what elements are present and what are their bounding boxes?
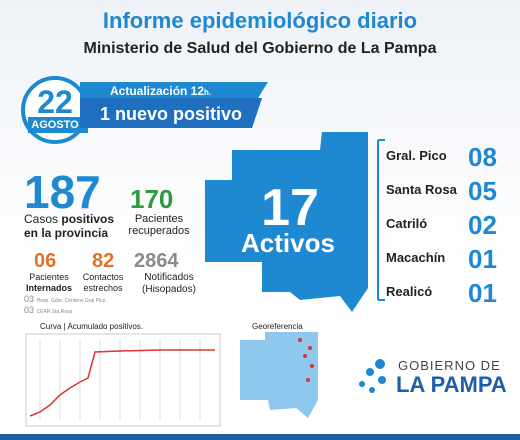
recovered-value: 170 <box>130 184 174 214</box>
mini-map <box>240 332 318 418</box>
headline: 1 nuevo positivo <box>100 104 243 124</box>
locality-count: 02 <box>468 210 497 240</box>
notified-value: 2864 <box>134 250 179 272</box>
month: AGOSTO <box>31 119 79 131</box>
logo-line2: LA PAMPA <box>396 372 507 397</box>
locality-count: 01 <box>468 244 497 274</box>
update: Actualización 12h. <box>110 84 212 98</box>
bracket <box>377 139 385 301</box>
case-dots <box>298 338 314 382</box>
month-band <box>28 117 88 133</box>
recovered-label: Pacientes recuperados <box>128 213 190 237</box>
logo-dots <box>359 359 386 393</box>
curve-panel <box>25 333 221 427</box>
hospitalized-label: Pacientes Internados <box>26 272 73 293</box>
title: Informe epidemiológico diario <box>102 8 418 33</box>
contacts-label: Contactos estrechos <box>82 272 124 293</box>
locality-count: 05 <box>468 176 497 206</box>
hospital-row: 03 CEAR Sta.Rosa <box>24 305 73 315</box>
locality-count: 08 <box>468 142 497 172</box>
locality-count: 01 <box>468 278 497 308</box>
curve-title: Curva | Acumulado positivos. <box>40 322 144 331</box>
locality-name: Gral. Pico <box>386 148 447 163</box>
hospital-row: 03 Hosp. Gdor. Centeno Gral Pico <box>24 294 106 304</box>
curve-line <box>29 349 215 417</box>
headline-band <box>80 98 262 128</box>
logo-line1: GOBIERNO DE <box>398 358 501 373</box>
active-label: Activos <box>241 228 335 258</box>
hospitalized-value: 06 <box>34 250 57 272</box>
day: 22 <box>37 84 73 120</box>
georef-title: Georeferencia <box>252 322 303 331</box>
cases-value: 187 <box>24 166 101 218</box>
locality-name: Catriló <box>386 216 428 231</box>
active-value: 17 <box>261 179 319 237</box>
locality-name: Macachín <box>386 250 446 265</box>
bottom-strip <box>0 434 520 440</box>
contacts-value: 82 <box>92 250 115 272</box>
curve-grid <box>39 340 201 420</box>
notified-label: Notificados (Hisopados) <box>142 272 196 295</box>
locality-name: Santa Rosa <box>386 182 457 197</box>
locality-name: Realicó <box>386 284 433 299</box>
update-band <box>80 82 268 98</box>
province-map <box>205 132 368 312</box>
cases-label: Casos positivos en la provincia <box>24 212 115 240</box>
subtitle: Ministerio de Salud del Gobierno de La P… <box>83 40 437 57</box>
